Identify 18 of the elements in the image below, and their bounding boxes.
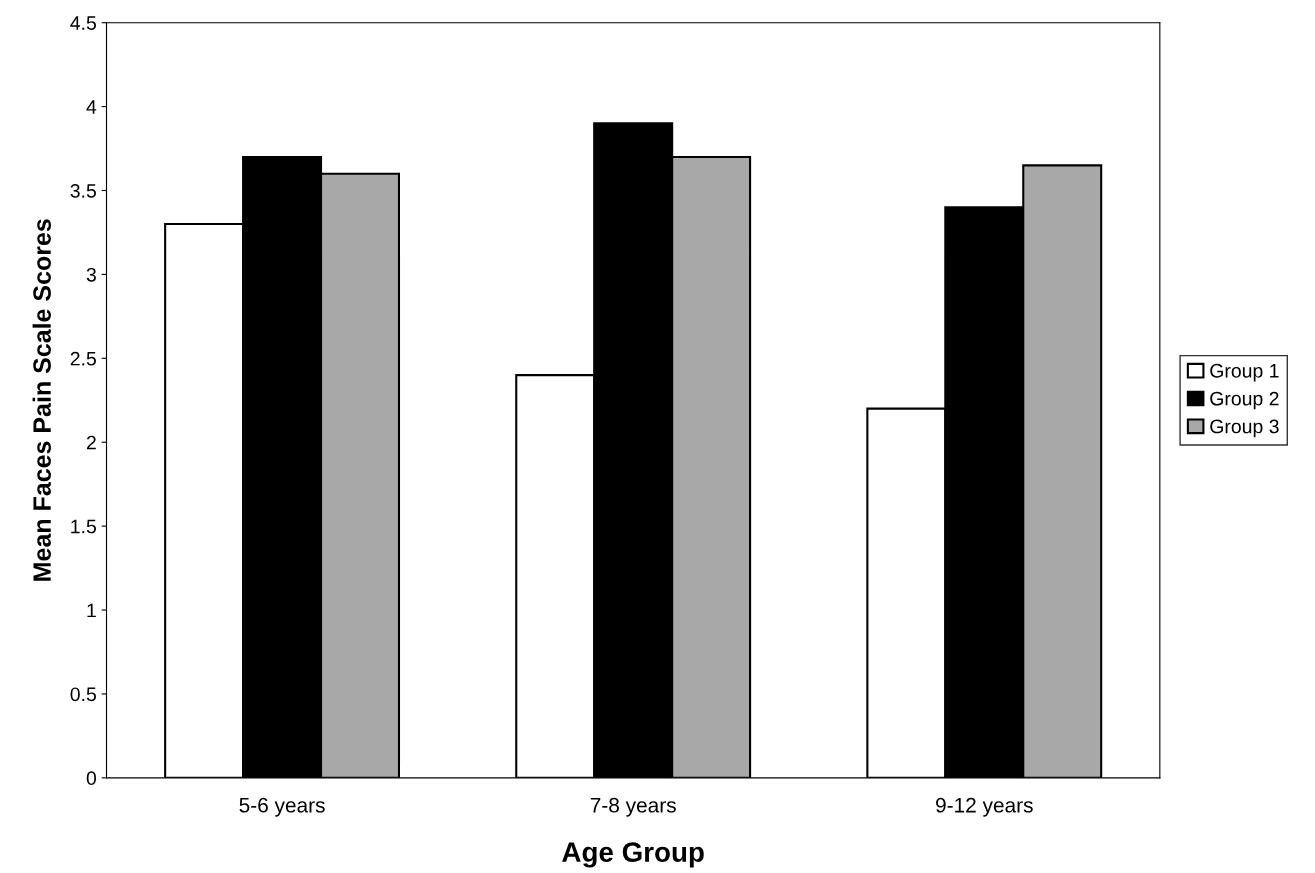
y-tick-label: 1	[87, 603, 96, 618]
legend-label: Group 2	[1210, 391, 1279, 410]
y-tick-label: 0	[86, 771, 97, 786]
y-tick-label: 2.5	[70, 351, 96, 366]
y-tick-label: 3.5	[70, 183, 96, 198]
x-tick-label: 7-8 years	[590, 797, 676, 817]
y-tick-label: 0.5	[70, 687, 96, 702]
x-tick-label: 5-6 years	[239, 797, 325, 817]
y-tick-label: 1.5	[71, 519, 96, 534]
legend-label: Group 3	[1210, 419, 1279, 438]
legend-label: Group 1	[1210, 363, 1279, 382]
y-tick-label: 4.5	[70, 16, 96, 30]
y-axis-title: Mean Faces Pain Scale Scores	[32, 219, 51, 581]
y-tick-label: 3	[86, 267, 96, 282]
x-tick-label: 9-12 years	[936, 797, 1033, 817]
y-tick-label: 2	[86, 435, 96, 450]
x-axis-title: Age Group	[562, 842, 704, 868]
y-tick-label: 4	[86, 100, 97, 114]
